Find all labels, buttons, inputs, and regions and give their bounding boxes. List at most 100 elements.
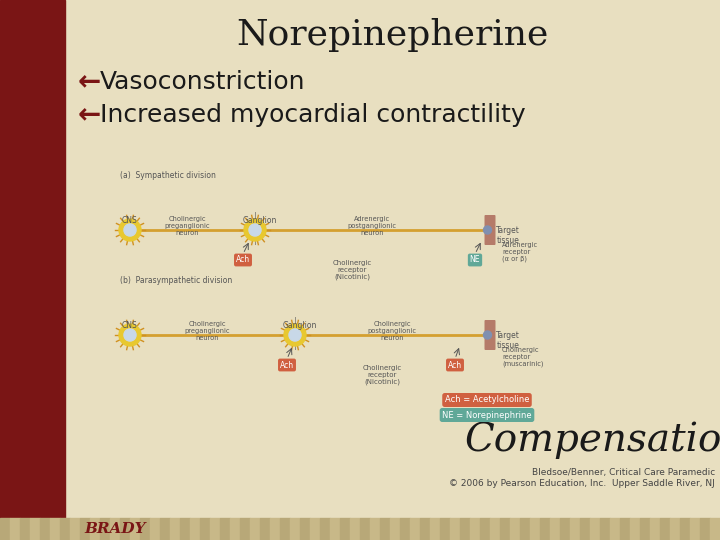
Text: Target
tissue: Target tissue (496, 331, 520, 350)
Bar (30, 518, 40, 540)
Bar (60, 518, 70, 540)
Bar (400, 518, 410, 540)
Text: Adrenergic
receptor
(α or β): Adrenergic receptor (α or β) (502, 242, 538, 262)
Text: ←: ← (78, 68, 102, 96)
Bar (680, 518, 690, 540)
Bar (330, 518, 340, 540)
Bar (670, 518, 680, 540)
Bar (70, 518, 80, 540)
Bar (480, 518, 490, 540)
Bar (350, 518, 360, 540)
Text: Ach: Ach (448, 361, 462, 369)
Bar (120, 518, 130, 540)
Text: NE = Norepinephrine: NE = Norepinephrine (442, 410, 532, 420)
Bar (10, 518, 20, 540)
Text: Cholinergic
preganglionic
neuron: Cholinergic preganglionic neuron (164, 216, 210, 236)
Text: Adrenergic
postganglionic
neuron: Adrenergic postganglionic neuron (348, 216, 397, 236)
Bar (90, 518, 100, 540)
Circle shape (124, 224, 136, 236)
Bar (340, 518, 350, 540)
Bar (40, 518, 50, 540)
Bar (420, 518, 430, 540)
Bar (450, 518, 460, 540)
Text: (b)  Parasympathetic division: (b) Parasympathetic division (120, 276, 233, 285)
Circle shape (119, 324, 141, 346)
Bar (590, 518, 600, 540)
Bar (20, 518, 30, 540)
Bar (440, 518, 450, 540)
Bar (140, 518, 150, 540)
Circle shape (484, 226, 492, 234)
Bar (280, 518, 290, 540)
Bar (320, 518, 330, 540)
Bar (490, 518, 500, 540)
Text: Ach: Ach (280, 361, 294, 369)
Bar (520, 518, 530, 540)
Bar (580, 518, 590, 540)
Bar (620, 518, 630, 540)
Bar (430, 518, 440, 540)
Bar (130, 518, 140, 540)
Bar (370, 518, 380, 540)
Text: Cholinergic
receptor
(muscarinic): Cholinergic receptor (muscarinic) (502, 347, 544, 367)
Text: Norepinepherine: Norepinepherine (236, 18, 549, 52)
Bar (530, 518, 540, 540)
Bar (300, 518, 310, 540)
Bar (550, 518, 560, 540)
Bar (100, 518, 110, 540)
Text: CNS: CNS (122, 216, 138, 225)
Bar (600, 518, 610, 540)
Text: NE: NE (469, 255, 480, 265)
Bar (240, 518, 250, 540)
Text: BRADY: BRADY (84, 522, 145, 536)
Bar (710, 518, 720, 540)
Text: CNS: CNS (122, 321, 138, 330)
Bar (460, 518, 470, 540)
Bar (290, 518, 300, 540)
Circle shape (284, 324, 306, 346)
Circle shape (484, 331, 492, 339)
Bar (210, 518, 220, 540)
Bar (510, 518, 520, 540)
Bar (170, 518, 180, 540)
Bar (560, 518, 570, 540)
Bar (50, 518, 60, 540)
Bar (700, 518, 710, 540)
Bar (610, 518, 620, 540)
Bar (390, 518, 400, 540)
Circle shape (289, 329, 301, 341)
Bar (410, 518, 420, 540)
Text: Increased myocardial contractility: Increased myocardial contractility (100, 103, 526, 127)
Text: Cholinergic
preganglionic
neuron: Cholinergic preganglionic neuron (184, 321, 230, 341)
Text: ←: ← (78, 101, 102, 129)
Text: (a)  Sympathetic division: (a) Sympathetic division (120, 171, 216, 180)
Text: Compensatio: Compensatio (464, 421, 720, 459)
Bar (650, 518, 660, 540)
Text: Cholinergic
receptor
(Nicotinic): Cholinergic receptor (Nicotinic) (333, 260, 372, 280)
Circle shape (249, 224, 261, 236)
Bar (180, 518, 190, 540)
Text: Ach = Acetylcholine: Ach = Acetylcholine (445, 395, 529, 404)
Bar (570, 518, 580, 540)
Text: Ganglion: Ganglion (243, 216, 277, 225)
Bar (270, 518, 280, 540)
Text: Ganglion: Ganglion (283, 321, 318, 330)
Bar (160, 518, 170, 540)
Bar (660, 518, 670, 540)
Text: Cholinergic
postganglionic
neuron: Cholinergic postganglionic neuron (367, 321, 416, 341)
Text: Vasoconstriction: Vasoconstriction (100, 70, 305, 94)
Text: Cholinergic
receptor
(Nicotinic): Cholinergic receptor (Nicotinic) (362, 364, 402, 385)
Bar (630, 518, 640, 540)
Circle shape (124, 329, 136, 341)
Bar (500, 518, 510, 540)
Text: Ach: Ach (236, 255, 250, 265)
Bar (540, 518, 550, 540)
FancyBboxPatch shape (485, 320, 495, 350)
Bar (260, 518, 270, 540)
Bar (0, 0, 65, 540)
Text: Bledsoe/Benner, Critical Care Paramedic: Bledsoe/Benner, Critical Care Paramedic (532, 468, 715, 476)
Bar (470, 518, 480, 540)
Bar (310, 518, 320, 540)
Bar (150, 518, 160, 540)
Bar (360, 518, 370, 540)
